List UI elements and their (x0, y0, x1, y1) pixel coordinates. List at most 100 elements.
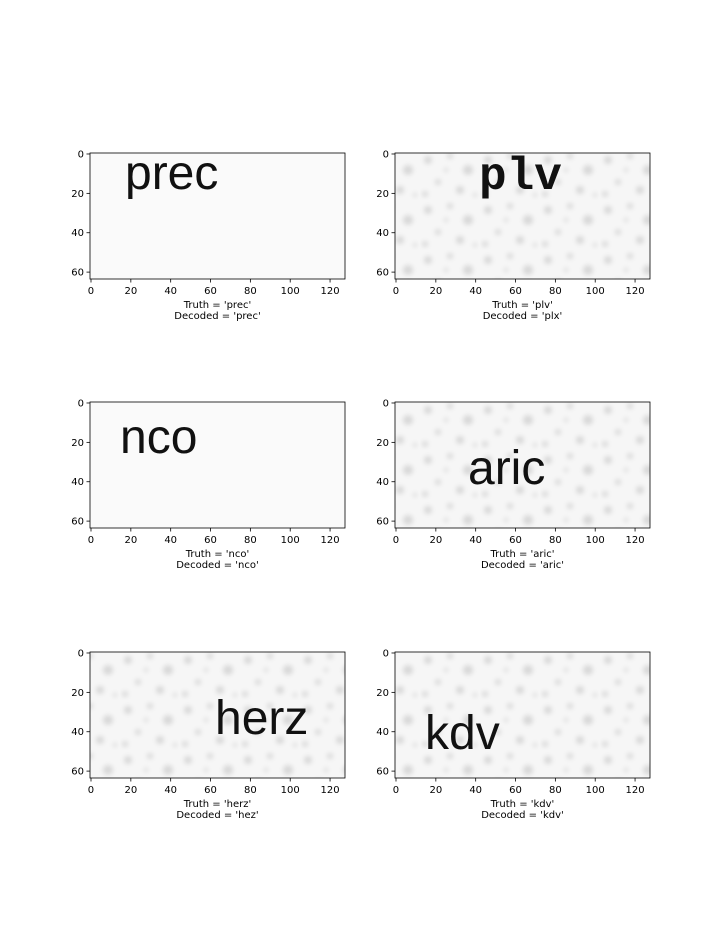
y-tick-label: 60 (376, 767, 389, 778)
x-tick-label: 0 (88, 535, 94, 546)
x-tick-label: 0 (88, 785, 94, 796)
y-tick-label: 0 (383, 398, 389, 409)
x-axis-label: Truth = 'aric' (489, 549, 554, 560)
image-background (395, 402, 650, 528)
x-tick-label: 120 (626, 785, 645, 796)
image-text: herz (215, 692, 308, 745)
x-tick-label: 120 (321, 785, 340, 796)
subplot: kdv 0 20 40 60 80 100 120 0 20 40 60 Truth = 'kdv'De… (376, 648, 651, 821)
subplot: nco 0 20 40 60 80 100 120 0 20 40 60 Truth = 'nco'De… (71, 398, 346, 571)
x-tick-label: 60 (509, 286, 522, 297)
y-tick-label: 60 (376, 517, 389, 528)
image-text: aric (468, 442, 545, 495)
y-tick-label: 60 (71, 268, 84, 279)
x-tick-label: 0 (393, 785, 399, 796)
axes-frame (89, 651, 346, 779)
x-axis-label: Truth = 'prec' (183, 300, 251, 311)
image-text: kdv (425, 707, 500, 760)
x-tick-label: 80 (549, 535, 562, 546)
y-tick-label: 0 (78, 648, 84, 659)
image-background (90, 652, 345, 778)
x-tick-label: 80 (244, 535, 257, 546)
x-tick-label: 40 (164, 535, 177, 546)
y-tick-label: 20 (71, 189, 84, 200)
image-background (90, 153, 345, 279)
x-tick-label: 60 (204, 785, 217, 796)
y-tick-label: 40 (71, 477, 84, 488)
x-tick-label: 100 (586, 286, 605, 297)
x-tick-label: 120 (321, 286, 340, 297)
x-tick-label: 120 (626, 535, 645, 546)
x-tick-label: 20 (124, 286, 137, 297)
image-text: prec (125, 147, 218, 200)
x-tick-label: 60 (509, 535, 522, 546)
x-tick-label: 20 (429, 535, 442, 546)
x-tick-label: 80 (549, 286, 562, 297)
x-tick-label: 80 (549, 785, 562, 796)
y-tick-label: 40 (71, 228, 84, 239)
subplot: plv 0 20 40 60 80 100 120 0 20 40 60 Truth = 'plv'De… (376, 149, 651, 322)
y-tick-label: 0 (78, 149, 84, 160)
x-axis-label: Truth = 'plv' (491, 300, 553, 311)
x-axis-label: Truth = 'nco' (185, 549, 250, 560)
x-tick-label: 20 (429, 286, 442, 297)
y-tick-label: 0 (383, 149, 389, 160)
x-tick-label: 120 (321, 535, 340, 546)
axes-frame (89, 152, 346, 280)
subplot: prec 0 20 40 60 80 100 120 0 20 40 60 Truth = 'prec'… (71, 147, 346, 322)
image-background (395, 153, 650, 279)
axes-frame (394, 401, 651, 529)
x-tick-label: 100 (586, 535, 605, 546)
y-tick-label: 20 (376, 688, 389, 699)
x-tick-label: 0 (393, 535, 399, 546)
y-tick-label: 40 (376, 727, 389, 738)
y-tick-label: 20 (71, 438, 84, 449)
y-tick-label: 60 (71, 767, 84, 778)
x-tick-label: 100 (281, 785, 300, 796)
x-axis-label: Decoded = 'plx' (483, 311, 563, 322)
y-tick-label: 20 (71, 688, 84, 699)
x-axis-label: Truth = 'kdv' (490, 799, 555, 810)
x-axis-label: Decoded = 'hez' (176, 810, 258, 821)
axes-frame (394, 152, 651, 280)
x-tick-label: 80 (244, 286, 257, 297)
y-tick-label: 0 (78, 398, 84, 409)
image-background (395, 652, 650, 778)
x-axis-label: Truth = 'herz' (183, 799, 251, 810)
x-tick-label: 80 (244, 785, 257, 796)
x-axis-label: Decoded = 'prec' (174, 311, 260, 322)
x-tick-label: 60 (509, 785, 522, 796)
x-tick-label: 0 (393, 286, 399, 297)
x-tick-label: 40 (469, 286, 482, 297)
x-tick-label: 40 (164, 286, 177, 297)
x-tick-label: 60 (204, 535, 217, 546)
x-tick-label: 60 (204, 286, 217, 297)
image-text: plv (479, 151, 562, 203)
x-tick-label: 100 (586, 785, 605, 796)
x-axis-label: Decoded = 'kdv' (481, 810, 564, 821)
axes-frame (394, 651, 651, 779)
y-tick-label: 40 (376, 228, 389, 239)
y-tick-label: 0 (383, 648, 389, 659)
x-tick-label: 100 (281, 286, 300, 297)
x-tick-label: 20 (124, 785, 137, 796)
x-axis-label: Decoded = 'aric' (481, 560, 564, 571)
image-text: nco (120, 411, 197, 464)
x-tick-label: 120 (626, 286, 645, 297)
x-tick-label: 20 (429, 785, 442, 796)
subplot: aric 0 20 40 60 80 100 120 0 20 40 60 Truth = 'aric'… (376, 398, 651, 571)
subplot: herz 0 20 40 60 80 100 120 0 20 40 60 Truth = 'herz'… (71, 648, 346, 821)
x-axis-label: Decoded = 'nco' (176, 560, 259, 571)
y-tick-label: 20 (376, 189, 389, 200)
y-tick-label: 40 (71, 727, 84, 738)
x-tick-label: 40 (469, 785, 482, 796)
axes-frame (89, 401, 346, 529)
image-background (90, 402, 345, 528)
y-tick-label: 60 (71, 517, 84, 528)
x-tick-label: 40 (469, 535, 482, 546)
y-tick-label: 20 (376, 438, 389, 449)
x-tick-label: 20 (124, 535, 137, 546)
x-tick-label: 0 (88, 286, 94, 297)
y-tick-label: 40 (376, 477, 389, 488)
